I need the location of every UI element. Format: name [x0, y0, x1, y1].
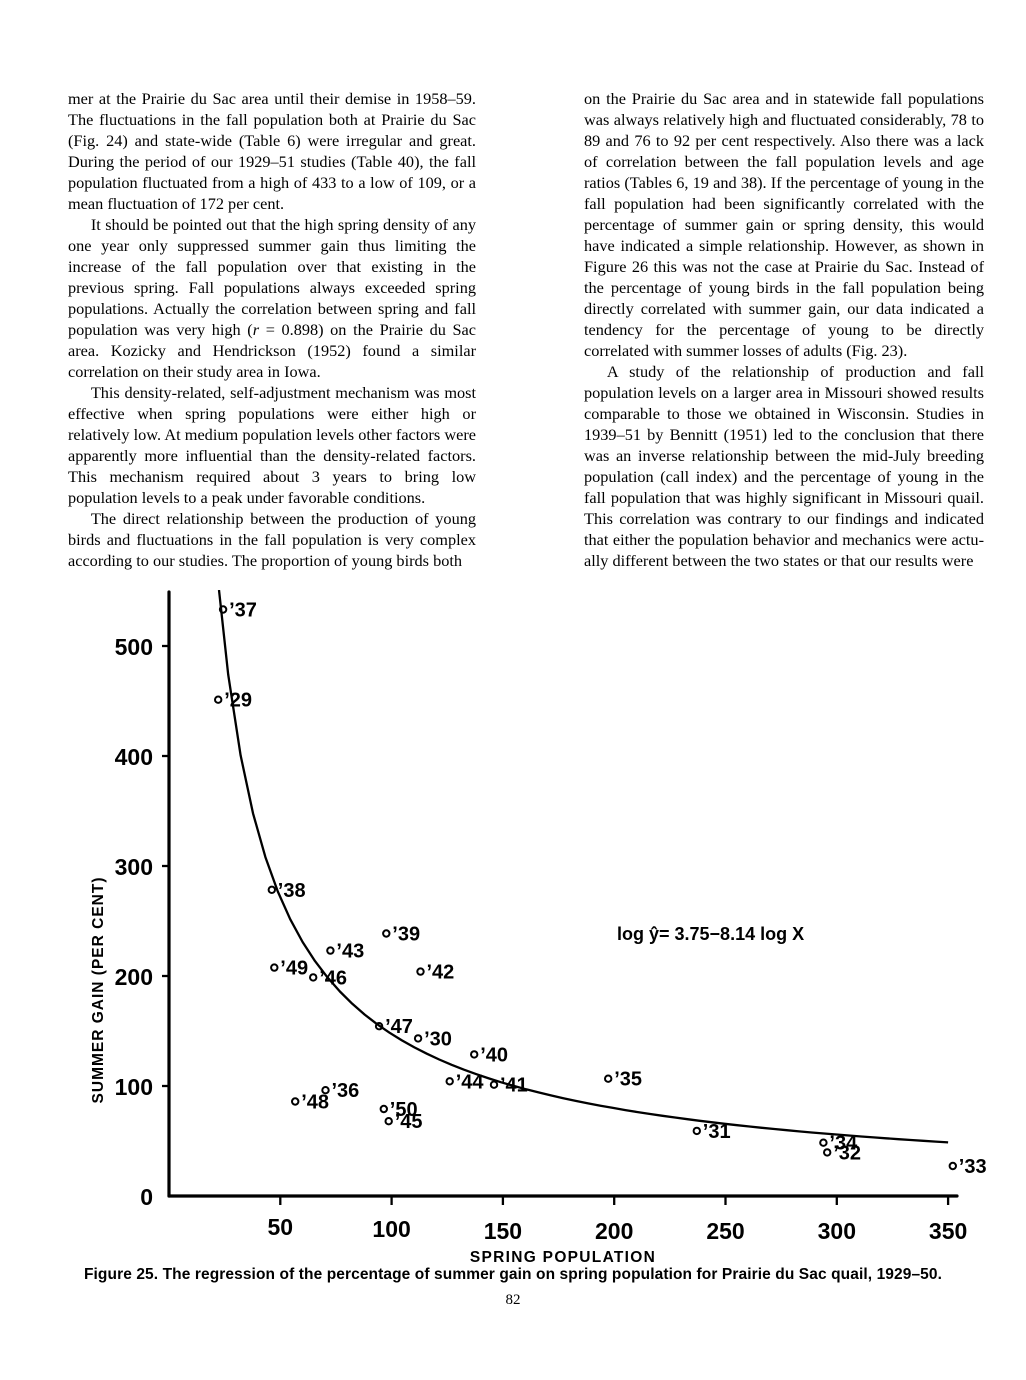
svg-text:’30: ’30	[424, 1028, 452, 1050]
svg-text:’39: ’39	[392, 924, 420, 946]
svg-text:300: 300	[115, 854, 153, 880]
svg-text:SUMMER GAIN (PER CENT): SUMMER GAIN (PER CENT)	[90, 877, 107, 1104]
svg-text:200: 200	[115, 964, 153, 990]
svg-text:400: 400	[115, 744, 153, 770]
svg-text:’33: ’33	[959, 1156, 987, 1178]
svg-text:’38: ’38	[278, 880, 306, 902]
svg-text:’40: ’40	[480, 1044, 508, 1066]
svg-text:50: 50	[268, 1214, 294, 1240]
svg-text:’36: ’36	[332, 1080, 360, 1102]
svg-text:250: 250	[706, 1218, 744, 1244]
svg-text:log ŷ= 3.75−8.14 log X: log ŷ= 3.75−8.14 log X	[617, 924, 804, 944]
svg-text:’29: ’29	[224, 690, 252, 712]
svg-text:’47: ’47	[385, 1016, 413, 1038]
svg-text:’35: ’35	[614, 1069, 642, 1091]
svg-text:150: 150	[484, 1218, 522, 1244]
svg-text:350: 350	[929, 1218, 967, 1244]
svg-text:SPRING POPULATION: SPRING POPULATION	[470, 1249, 656, 1266]
svg-text:’48: ’48	[301, 1092, 329, 1114]
svg-text:’49: ’49	[280, 958, 308, 980]
svg-text:100: 100	[372, 1216, 410, 1242]
svg-text:’37: ’37	[229, 600, 257, 622]
svg-text:’42: ’42	[427, 962, 455, 984]
svg-text:’41: ’41	[500, 1075, 528, 1097]
svg-text:200: 200	[595, 1218, 633, 1244]
svg-text:0: 0	[140, 1184, 153, 1210]
svg-text:500: 500	[115, 634, 153, 660]
svg-text:’46: ’46	[319, 967, 347, 989]
svg-text:’32: ’32	[833, 1142, 861, 1164]
svg-text:’43: ’43	[336, 941, 364, 963]
svg-text:100: 100	[115, 1074, 153, 1100]
svg-text:’45: ’45	[395, 1111, 423, 1133]
svg-text:’44: ’44	[456, 1071, 485, 1093]
svg-text:’31: ’31	[703, 1121, 731, 1143]
svg-text:300: 300	[818, 1218, 856, 1244]
